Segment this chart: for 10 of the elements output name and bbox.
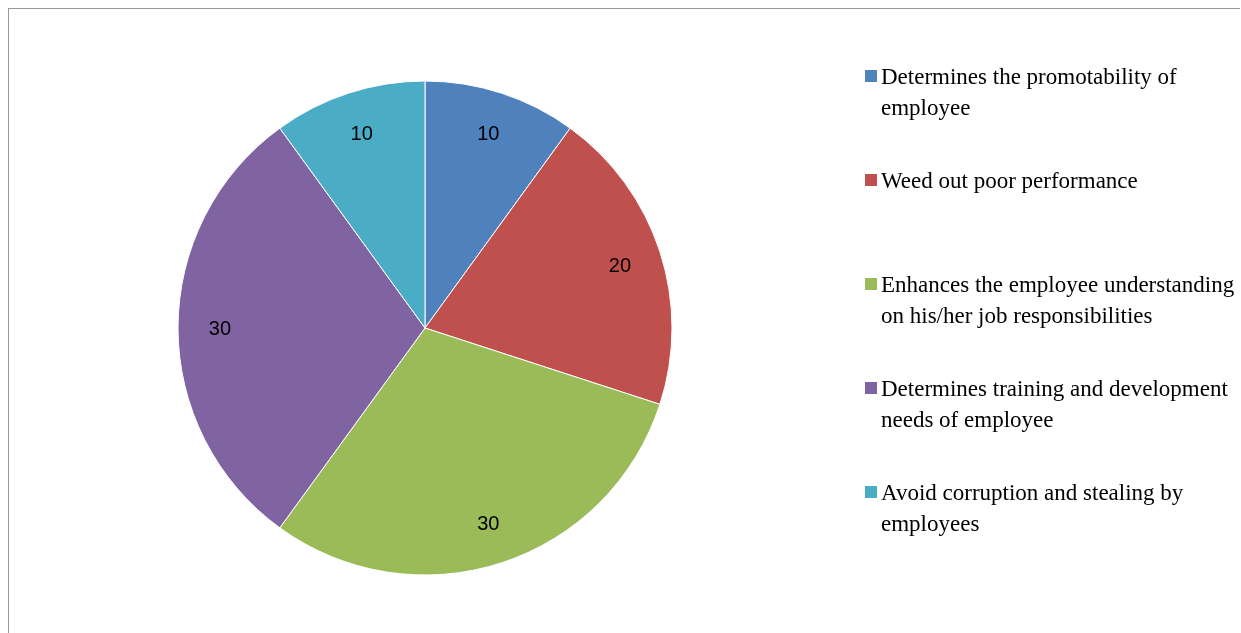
legend-label: Determines training and development needs of employee: [881, 375, 1229, 434]
data-label: 10: [477, 122, 500, 145]
legend-label: Weed out poor performance: [881, 167, 1138, 195]
legend-label: Determines the promotability of employee: [881, 63, 1178, 122]
legend-label: Enhances the employee understanding on his/her job responsibilities: [881, 271, 1236, 330]
data-label: 20: [608, 253, 632, 276]
legend-label: Avoid corruption and stealing by employees: [881, 479, 1185, 538]
data-label: 30: [477, 511, 500, 534]
data-label: 10: [350, 122, 373, 145]
data-label: 30: [208, 317, 232, 339]
